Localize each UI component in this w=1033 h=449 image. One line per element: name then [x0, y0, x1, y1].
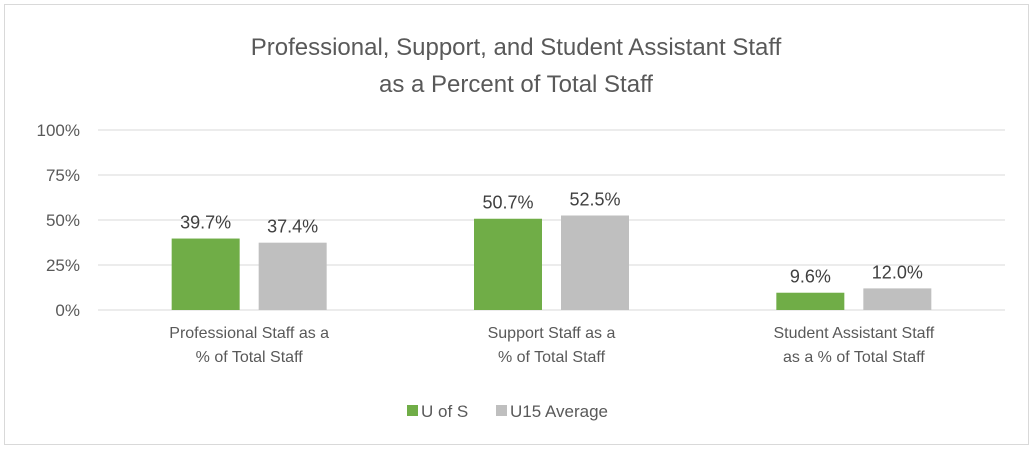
- data-labels: 39.7% 37.4% 50.7% 52.5% 9.6% 12.0%: [180, 190, 923, 287]
- bar-u-of-s: [474, 218, 542, 310]
- category-label: % of Total Staff: [498, 349, 606, 366]
- category-label: % of Total Staff: [196, 349, 304, 366]
- bar-u-of-s: [776, 292, 845, 310]
- data-label: 37.4%: [267, 217, 318, 237]
- legend-swatch: [496, 405, 507, 416]
- y-tick-label: 25%: [46, 256, 80, 275]
- chart-title-line-2: as a Percent of Total Staff: [379, 71, 653, 98]
- y-tick-label: 0%: [55, 301, 80, 320]
- legend: U of S U15 Average: [407, 402, 608, 421]
- bars: [171, 215, 932, 310]
- data-label: 12.0%: [872, 262, 923, 282]
- category-label: Student Assistant Staff: [773, 325, 934, 342]
- data-label: 50.7%: [482, 193, 533, 213]
- y-tick-label: 50%: [46, 211, 80, 230]
- y-axis-ticks: 0% 25% 50% 75% 100%: [37, 121, 80, 320]
- bar-u-of-s: [171, 238, 240, 310]
- category-label: as a % of Total Staff: [783, 349, 925, 366]
- bar-u15-average: [863, 288, 932, 310]
- legend-swatch: [407, 405, 418, 416]
- category-label: Professional Staff as a: [169, 325, 329, 342]
- category-label: Support Staff as a: [488, 325, 616, 342]
- legend-label: U15 Average: [510, 402, 608, 421]
- gridlines: [98, 129, 1005, 311]
- data-label: 9.6%: [790, 267, 831, 287]
- data-label: 39.7%: [180, 213, 231, 233]
- x-axis-categories: Professional Staff as a % of Total Staff S…: [169, 325, 934, 366]
- bar-u15-average: [561, 215, 629, 310]
- legend-label: U of S: [421, 402, 468, 421]
- y-tick-label: 75%: [46, 166, 80, 185]
- chart-title-line-1: Professional, Support, and Student Assis…: [251, 34, 782, 61]
- y-tick-label: 100%: [37, 121, 80, 140]
- bar-u15-average: [258, 242, 327, 310]
- data-label: 52.5%: [569, 190, 620, 210]
